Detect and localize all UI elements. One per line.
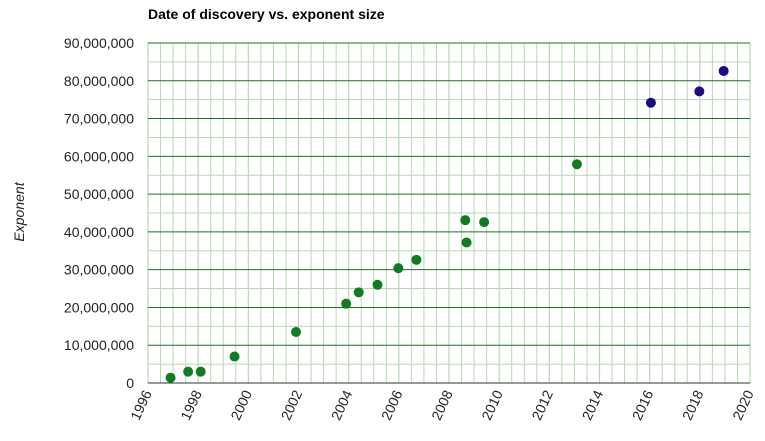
data-point-series-1 [372,279,383,290]
data-point-series-1 [290,327,301,337]
x-tick-label: 2008 [428,387,456,422]
x-tick-label: 2004 [328,387,356,422]
x-tick-label: 2002 [278,387,306,422]
data-point-series-1 [183,366,194,377]
data-point-series-1 [461,237,472,248]
data-point-series-2 [718,65,729,76]
chart-title: Date of discovery vs. exponent size [148,6,385,22]
y-tick-labels: 0 10,000,000 20,000,000 30,000,000 40,000,00… [64,35,134,391]
y-tick-label: 60,000,000 [64,148,134,164]
data-point-series-1 [479,217,490,228]
y-tick-label: 70,000,000 [64,111,134,127]
data-point-series-1 [195,366,206,377]
x-tick-label: 2014 [579,387,607,422]
y-tick-label: 30,000,000 [64,262,134,278]
y-tick-label: 90,000,000 [64,35,134,51]
grid [147,42,751,384]
x-tick-label: 2012 [528,387,556,422]
x-tick-label: 2018 [679,387,707,422]
data-point-series-1 [393,263,404,274]
data-point-series-1 [353,287,364,298]
data-point-series-1 [165,372,176,383]
y-tick-label: 0 [126,375,134,391]
data-point-series-1 [341,298,352,309]
data-point-series-1 [460,215,471,226]
x-tick-label: 2006 [378,387,406,422]
x-tick-label: 1998 [177,387,205,422]
data-point-series-2 [645,97,656,108]
y-tick-label: 80,000,000 [64,73,134,89]
data-point-series-1 [571,159,582,170]
x-tick-label: 1996 [127,387,155,422]
x-tick-label: 2010 [478,387,506,422]
x-tick-label: 2000 [227,387,255,422]
y-tick-label: 40,000,000 [64,224,134,240]
x-tick-label: 2016 [629,387,657,422]
data-point-series-2 [694,86,705,97]
x-tick-labels: 1996 1998 2000 2002 2004 2006 2008 2010 2012 2014… [127,387,757,422]
y-axis-label: Exponent [11,181,27,241]
x-tick-label: 2020 [729,387,757,422]
y-tick-label: 20,000,000 [64,299,134,315]
y-tick-label: 10,000,000 [64,337,134,353]
y-tick-label: 50,000,000 [64,186,134,202]
data-point-series-1 [411,254,422,265]
data-points [165,65,729,383]
data-point-series-1 [229,351,240,362]
